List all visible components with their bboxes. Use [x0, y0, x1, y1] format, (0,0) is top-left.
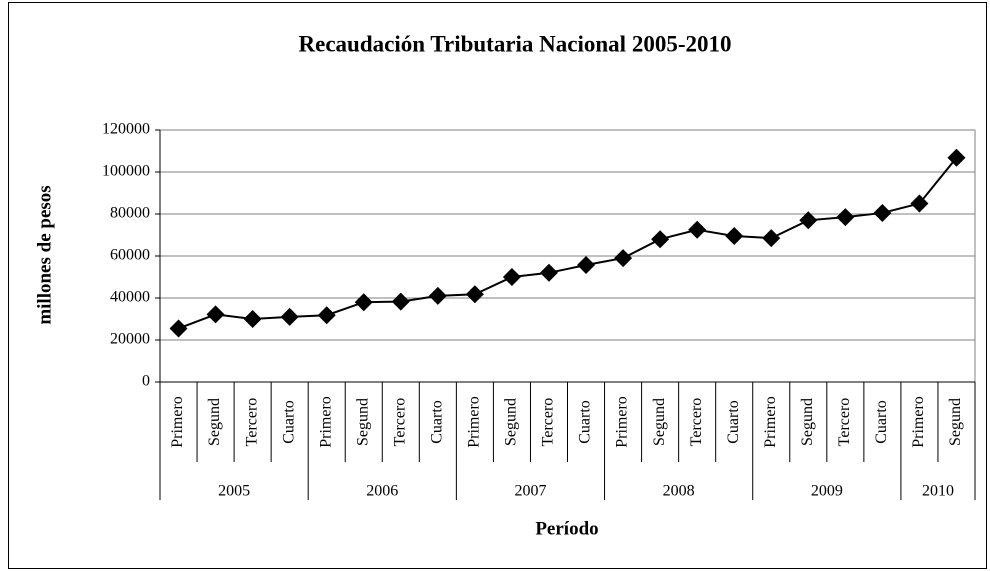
- y-tick-label: 0: [142, 373, 150, 390]
- x-tick-label: Cuarto: [873, 400, 890, 444]
- x-axis-title: Período: [535, 518, 598, 539]
- data-point: [910, 194, 929, 213]
- y-tick-label: 120000: [102, 121, 150, 138]
- x-tick-label: Primero: [762, 396, 779, 448]
- x-tick-label: Primero: [614, 396, 631, 448]
- x-tick-label: Segund: [503, 398, 520, 446]
- x-tick-label: Cuarto: [725, 400, 742, 444]
- data-point: [391, 292, 410, 311]
- x-group-label: 2009: [811, 483, 843, 500]
- x-tick-label: Tercero: [540, 398, 557, 447]
- x-tick-label: Tercero: [391, 398, 408, 447]
- x-tick-label: Primero: [169, 396, 186, 448]
- x-tick-label: Primero: [317, 396, 334, 448]
- data-point: [688, 220, 707, 239]
- data-point: [428, 286, 447, 305]
- data-point: [947, 148, 966, 167]
- x-group-label: 2008: [663, 483, 695, 500]
- y-tick-label: 20000: [110, 331, 150, 348]
- data-point: [465, 285, 484, 304]
- x-tick-label: Segund: [799, 398, 816, 446]
- chart-title: Recaudación Tributaria Nacional 2005-201…: [299, 31, 732, 56]
- data-point: [651, 230, 670, 249]
- x-tick-label: Primero: [466, 396, 483, 448]
- y-tick-label: 60000: [110, 247, 150, 264]
- x-tick-label: Cuarto: [577, 400, 594, 444]
- y-tick-label: 100000: [102, 163, 150, 180]
- data-point: [317, 306, 336, 325]
- data-point: [243, 310, 262, 328]
- data-point: [280, 307, 299, 326]
- data-point: [614, 249, 633, 268]
- x-group-label: 2006: [366, 483, 398, 500]
- data-point: [577, 256, 596, 275]
- x-group-label: 2005: [218, 483, 250, 500]
- x-tick-label: Segund: [947, 398, 964, 446]
- data-point: [799, 211, 818, 230]
- data-point: [762, 229, 781, 248]
- x-group-label: 2010: [922, 483, 954, 500]
- data-point: [836, 208, 855, 227]
- x-tick-label: Primero: [910, 396, 927, 448]
- data-point: [354, 293, 373, 312]
- data-point: [873, 203, 892, 222]
- y-tick-label: 80000: [110, 205, 150, 222]
- data-point: [169, 319, 188, 338]
- x-tick-label: Segund: [206, 398, 223, 446]
- x-tick-label: Tercero: [243, 398, 260, 447]
- data-point: [206, 305, 225, 324]
- y-tick-label: 40000: [110, 289, 150, 306]
- data-point: [539, 263, 558, 282]
- data-point: [502, 268, 521, 286]
- data-point: [725, 227, 744, 246]
- x-tick-label: Tercero: [688, 398, 705, 447]
- x-tick-label: Cuarto: [280, 400, 297, 444]
- x-tick-label: Tercero: [836, 398, 853, 447]
- x-tick-label: Segund: [354, 398, 371, 446]
- x-tick-label: Segund: [651, 398, 668, 446]
- data-line: [178, 157, 958, 330]
- chart-frame: [8, 2, 987, 569]
- y-axis-title: millones de pesos: [34, 185, 55, 324]
- x-tick-label: Cuarto: [429, 400, 446, 444]
- x-group-label: 2007: [514, 483, 546, 500]
